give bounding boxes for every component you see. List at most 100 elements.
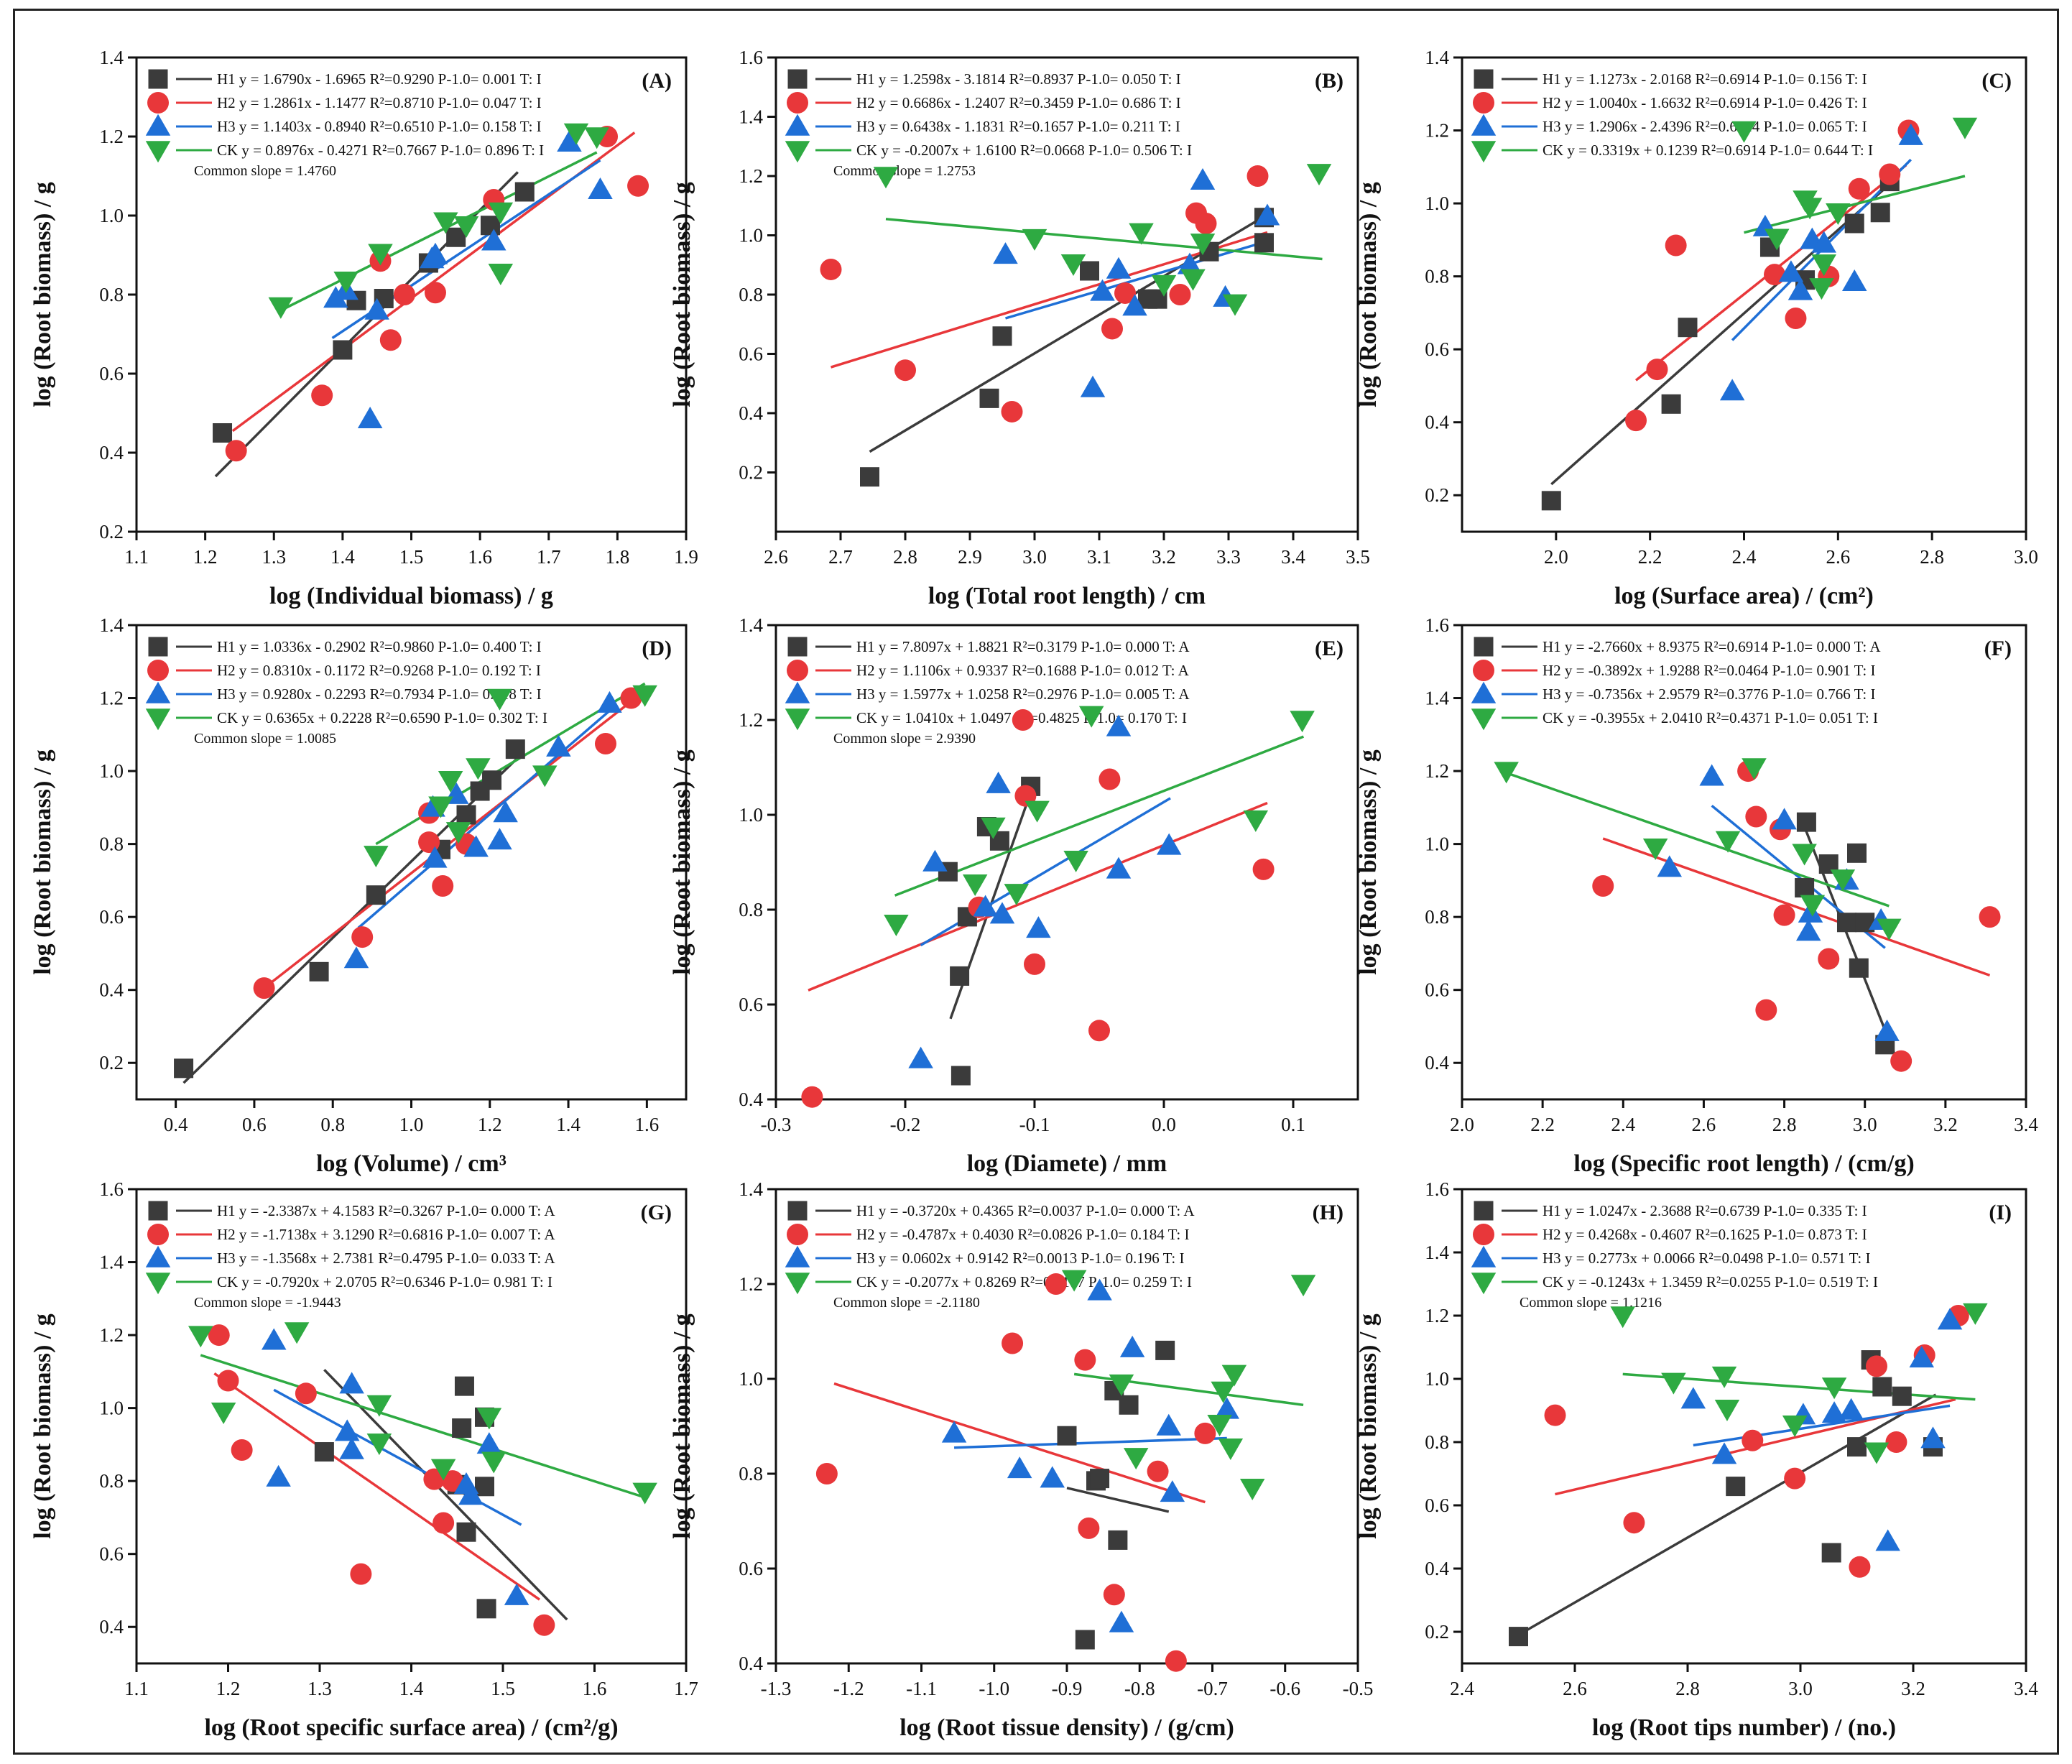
fit-line-h1	[1066, 1487, 1170, 1513]
legend-marker-h3	[145, 114, 171, 136]
x-axis-title: log (Diamete) / mm	[967, 1150, 1167, 1177]
x-tick-label: 1.6	[468, 546, 492, 568]
data-point-ck	[1800, 895, 1826, 917]
data-point-ck	[1952, 117, 1978, 139]
legend-entry-h3: H3 y = 0.6438x - 1.1831 R²=0.1657 P-1.0=…	[856, 118, 1180, 135]
x-tick-label: -0.3	[761, 1114, 792, 1135]
y-tick-label: 0.2	[1425, 484, 1449, 506]
data-point-ck	[1711, 1366, 1737, 1388]
common-slope-label: Common slope = 1.0085	[194, 731, 336, 747]
x-tick-label: 2.8	[1675, 1678, 1700, 1699]
data-point-h1	[1509, 1627, 1528, 1647]
data-point-ck	[1222, 294, 1248, 316]
data-point-h3	[1795, 919, 1821, 941]
y-tick-label: 0.8	[99, 833, 124, 855]
data-point-h1	[333, 340, 353, 360]
data-point-ck	[333, 272, 359, 293]
data-point-h3	[476, 1432, 502, 1454]
x-tick-label: 2.2	[1638, 546, 1662, 568]
data-point-h2	[1194, 1422, 1216, 1444]
x-tick-label: -0.8	[1124, 1678, 1155, 1699]
data-point-h3	[493, 800, 518, 823]
data-point-h2	[433, 1512, 455, 1534]
fit-line-h2	[830, 231, 1268, 369]
data-point-h3	[1106, 714, 1132, 736]
data-point-h1	[1847, 843, 1867, 863]
data-point-h3	[422, 242, 448, 264]
common-slope-label: Common slope = 2.9390	[833, 731, 976, 747]
common-slope-label: Common slope = -2.1180	[833, 1295, 980, 1311]
x-tick-label: 2.8	[1772, 1114, 1797, 1135]
data-point-h3	[1657, 855, 1683, 877]
legend-entry-ck: CK y = -0.2077x + 0.8269 R²=0.0177 P-1.0…	[856, 1273, 1192, 1290]
legend-marker-h2	[1473, 1224, 1494, 1245]
legend-entry-h1: H1 y = -2.3387x + 4.1583 R²=0.3267 P-1.0…	[217, 1202, 555, 1219]
data-point-h3	[588, 177, 613, 199]
data-point-h2	[379, 329, 402, 351]
data-point-h1	[452, 1418, 472, 1439]
x-axis-title: log (Surface area) / (cm²)	[1614, 583, 1874, 609]
x-tick-label: 3.4	[1281, 546, 1305, 568]
data-point-h1	[213, 423, 233, 443]
data-point-ck	[563, 123, 589, 145]
data-point-h3	[481, 228, 507, 251]
data-point-h3	[1214, 1397, 1239, 1419]
data-point-h3	[1719, 379, 1745, 401]
data-point-h1	[1849, 958, 1869, 978]
x-tick-label: 2.8	[893, 546, 917, 568]
data-point-h3	[1156, 833, 1182, 855]
legend-entry-h1: H1 y = 1.0336x - 0.2902 R²=0.9860 P-1.0=…	[217, 638, 542, 655]
y-tick-label: 0.4	[1425, 1052, 1449, 1073]
data-point-ck	[1830, 869, 1856, 892]
data-point-ck	[1864, 1442, 1890, 1464]
data-point-ck	[1792, 844, 1817, 866]
data-point-h2	[1879, 163, 1901, 185]
data-point-ck	[211, 1402, 236, 1424]
y-axis-title: log (Root biomass) / g	[1355, 182, 1382, 407]
data-point-h3	[357, 407, 383, 428]
y-tick-label: 1.2	[99, 688, 124, 709]
y-tick-label: 1.2	[739, 1273, 763, 1295]
y-tick-label: 1.0	[99, 205, 124, 226]
panel-label: (G)	[641, 1201, 672, 1224]
y-tick-label: 1.0	[1425, 833, 1449, 855]
data-point-h3	[1787, 278, 1813, 300]
data-point-h1	[1090, 1469, 1110, 1489]
data-point-h1	[505, 739, 525, 759]
x-tick-label: 2.6	[1692, 1114, 1716, 1135]
data-point-ck	[1494, 762, 1519, 784]
x-tick-label: 2.6	[1563, 1678, 1587, 1699]
data-point-h2	[1848, 177, 1870, 200]
data-point-h2	[295, 1382, 317, 1405]
data-point-ck	[1642, 838, 1668, 860]
data-point-h3	[266, 1464, 291, 1487]
chart-panel-2: 2.6 2.7 2.8 2.9 3.0 3.1 3.2 3.3 3.4 3.5 0.2 0.4 0.6 0…	[669, 47, 1370, 609]
data-point-h1	[1872, 1377, 1892, 1397]
data-point-h2	[1890, 1050, 1913, 1072]
x-tick-label: 1.3	[262, 546, 286, 568]
x-tick-label: 0.1	[1281, 1114, 1305, 1135]
x-tick-label: 2.4	[1611, 1114, 1635, 1135]
data-point-ck	[1809, 278, 1834, 300]
legend-marker-h2	[147, 1224, 169, 1245]
data-point-h3	[993, 242, 1018, 264]
data-point-ck	[1963, 1303, 1988, 1325]
data-point-h1	[1155, 1340, 1175, 1360]
data-point-ck	[1022, 228, 1047, 251]
y-tick-label: 1.0	[99, 760, 124, 782]
x-tick-label: 1.0	[399, 1114, 424, 1135]
data-point-h2	[1979, 906, 2001, 928]
x-tick-label: -1.2	[833, 1678, 864, 1699]
data-point-h1	[1080, 261, 1099, 281]
legend-entry-ck: CK y = 0.8976x - 0.4271 R²=0.7667 P-1.0=…	[217, 142, 544, 159]
x-axis-title: log (Individual biomass) / g	[269, 583, 553, 609]
legend-marker-ck	[785, 141, 810, 163]
data-point-ck	[1025, 800, 1050, 823]
data-point-h2	[1849, 1556, 1871, 1578]
x-tick-label: 1.5	[399, 546, 424, 568]
panel-label: (F)	[1984, 637, 2012, 660]
panel-label: (I)	[1989, 1201, 2012, 1224]
y-tick-label: 0.4	[1425, 1558, 1449, 1579]
chart-panel-9: 2.4 2.6 2.8 3.0 3.2 3.4 0.2 0.4 0.6 0.8 1.0 1.2 1.4 1…	[1355, 1178, 2038, 1741]
